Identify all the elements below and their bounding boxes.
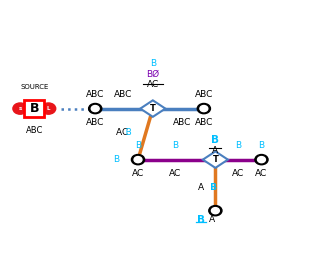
- Text: B: B: [135, 141, 141, 150]
- Text: ABC: ABC: [26, 126, 43, 135]
- Text: B: B: [117, 128, 131, 137]
- Text: A: A: [209, 215, 215, 224]
- Text: AC: AC: [232, 169, 245, 178]
- Text: B: B: [207, 183, 217, 192]
- Text: L: L: [47, 106, 50, 111]
- Circle shape: [131, 155, 145, 165]
- Text: AC: AC: [132, 169, 144, 178]
- Circle shape: [197, 103, 210, 114]
- Text: B: B: [235, 141, 241, 150]
- Text: T: T: [212, 155, 218, 164]
- Circle shape: [134, 157, 142, 163]
- Text: ABC: ABC: [86, 90, 104, 99]
- Circle shape: [211, 208, 219, 214]
- Circle shape: [41, 103, 56, 114]
- Text: A: A: [212, 146, 218, 155]
- Text: B: B: [211, 135, 219, 146]
- Circle shape: [258, 157, 265, 163]
- Text: ABC: ABC: [195, 118, 213, 127]
- Text: ABC: ABC: [114, 90, 132, 99]
- Polygon shape: [203, 151, 228, 168]
- Polygon shape: [140, 100, 165, 117]
- Circle shape: [91, 106, 99, 112]
- FancyBboxPatch shape: [25, 100, 44, 117]
- Text: AC: AC: [147, 80, 159, 89]
- Text: ABC: ABC: [195, 90, 213, 99]
- Text: B: B: [258, 141, 265, 150]
- Text: BØ: BØ: [146, 70, 159, 79]
- Text: ABC: ABC: [86, 118, 104, 127]
- Text: B: B: [150, 59, 156, 68]
- Text: T: T: [150, 104, 156, 113]
- Text: s: s: [19, 106, 22, 111]
- Text: A: A: [198, 183, 207, 192]
- Text: B: B: [114, 155, 123, 164]
- Text: B: B: [197, 215, 205, 225]
- Circle shape: [209, 206, 222, 216]
- Text: SOURCE: SOURCE: [20, 84, 48, 90]
- Circle shape: [255, 155, 268, 165]
- Circle shape: [13, 103, 28, 114]
- Text: AC: AC: [116, 128, 131, 137]
- Text: B: B: [30, 102, 39, 115]
- Text: AC: AC: [169, 169, 181, 178]
- Text: AC: AC: [255, 169, 268, 178]
- Circle shape: [89, 103, 102, 114]
- Text: ABC: ABC: [173, 118, 192, 127]
- Circle shape: [200, 106, 208, 112]
- Text: B: B: [172, 141, 178, 150]
